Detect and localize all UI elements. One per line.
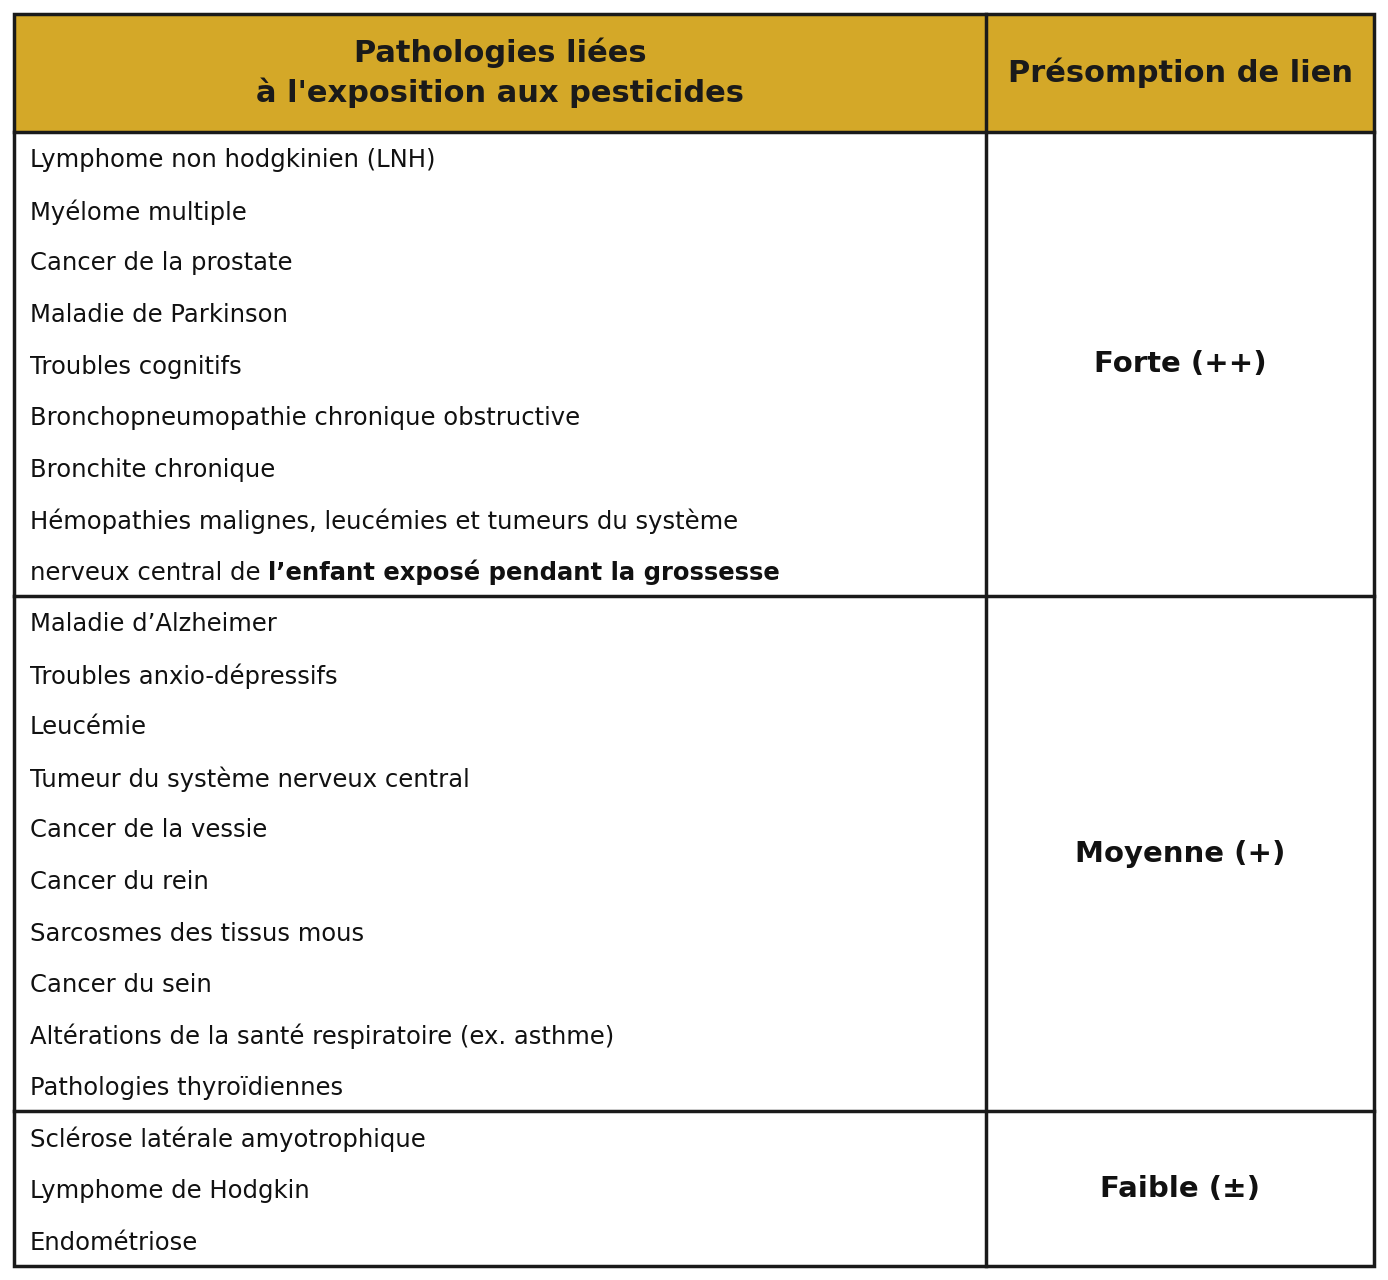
Text: Sarcosmes des tissus mous: Sarcosmes des tissus mous: [31, 922, 364, 946]
Text: Cancer de la prostate: Cancer de la prostate: [31, 251, 293, 275]
Text: Maladie d’Alzheimer: Maladie d’Alzheimer: [31, 612, 276, 636]
Text: Tumeur du système nerveux central: Tumeur du système nerveux central: [31, 767, 469, 791]
Text: Endométriose: Endométriose: [31, 1231, 198, 1254]
Text: Leucémie: Leucémie: [31, 716, 147, 740]
Bar: [14, 596, 1374, 1111]
Text: Sclérose latérale amyotrophique: Sclérose latérale amyotrophique: [31, 1126, 426, 1152]
Text: Lymphome de Hodgkin: Lymphome de Hodgkin: [31, 1179, 310, 1203]
Text: Lymphome non hodgkinien (LNH): Lymphome non hodgkinien (LNH): [31, 148, 436, 173]
Bar: [14, 14, 1374, 132]
Text: Troubles cognitifs: Troubles cognitifs: [31, 355, 242, 379]
Text: l’enfant exposé pendant la grossesse: l’enfant exposé pendant la grossesse: [268, 559, 780, 585]
Text: Bronchopneumopathie chronique obstructive: Bronchopneumopathie chronique obstructiv…: [31, 406, 580, 430]
Text: Moyenne (+): Moyenne (+): [1076, 840, 1285, 868]
Text: Myélome multiple: Myélome multiple: [31, 200, 247, 225]
Bar: [14, 1111, 1374, 1266]
Text: Hémopathies malignes, leucémies et tumeurs du système: Hémopathies malignes, leucémies et tumeu…: [31, 508, 738, 534]
Text: Pathologies thyroïdiennes: Pathologies thyroïdiennes: [31, 1076, 343, 1101]
Bar: [14, 132, 1374, 596]
Text: Cancer du rein: Cancer du rein: [31, 870, 208, 893]
Text: Forte (++): Forte (++): [1094, 349, 1266, 378]
Text: Cancer de la vessie: Cancer de la vessie: [31, 818, 268, 842]
Text: Pathologies liées
à l'exposition aux pesticides: Pathologies liées à l'exposition aux pes…: [257, 37, 744, 109]
Text: nerveux central de: nerveux central de: [31, 561, 268, 585]
Text: Présomption de lien: Présomption de lien: [1008, 58, 1353, 88]
Text: Faible (±): Faible (±): [1101, 1175, 1260, 1203]
Text: Altérations de la santé respiratoire (ex. asthme): Altérations de la santé respiratoire (ex…: [31, 1024, 615, 1050]
Text: Troubles anxio-dépressifs: Troubles anxio-dépressifs: [31, 663, 337, 689]
Text: Cancer du sein: Cancer du sein: [31, 973, 212, 997]
Text: Maladie de Parkinson: Maladie de Parkinson: [31, 303, 287, 326]
Text: Bronchite chronique: Bronchite chronique: [31, 458, 275, 481]
